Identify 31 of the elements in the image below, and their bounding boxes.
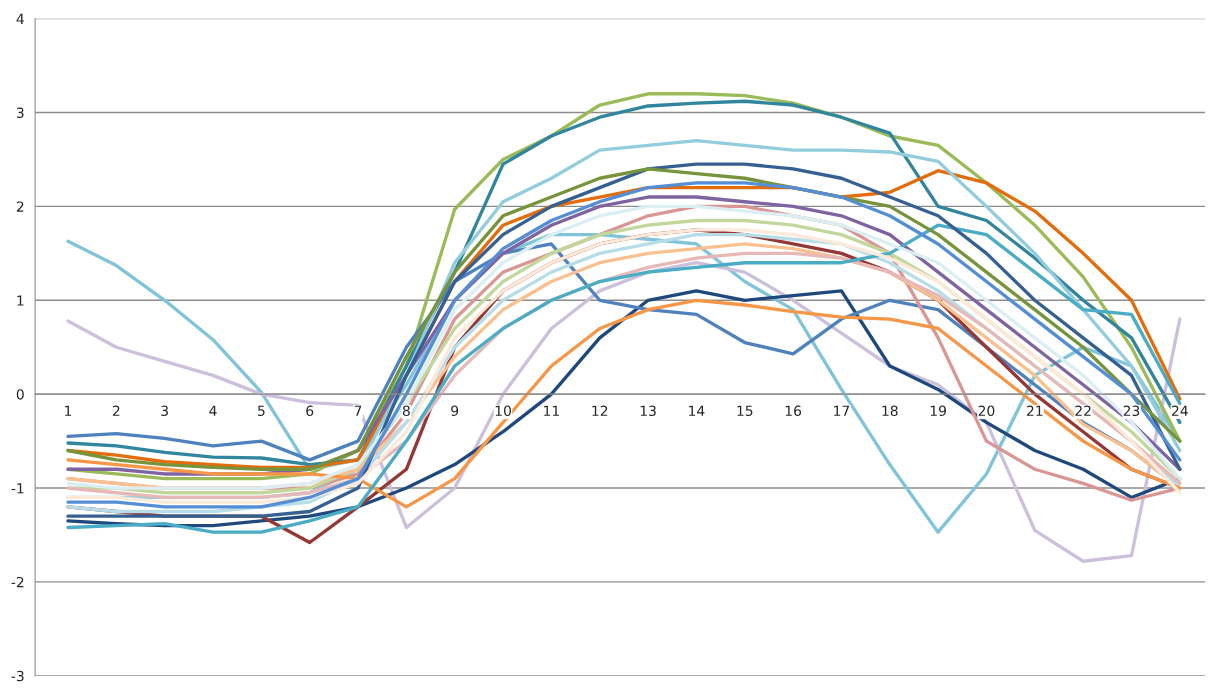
x-tick-label: 5 [258,405,265,417]
x-tick-label: 4 [209,405,217,416]
y-tick-label: -2 [11,576,24,588]
y-tick-label: 4 [16,13,24,24]
x-tick-label: 14 [689,405,705,416]
y-tick-label: 2 [16,201,24,212]
y-tick-label: -3 [11,670,24,682]
x-tick-label: 15 [737,405,753,417]
x-tick-label: 3 [161,405,168,417]
y-tick-label: -1 [11,483,24,494]
x-tick-label: 13 [640,405,656,417]
x-tick-label: 10 [495,405,511,417]
x-tick-label: 6 [306,405,314,417]
x-tick-label: 16 [785,405,802,417]
x-tick-label: 21 [1026,405,1043,416]
x-tick-label: 20 [978,405,995,417]
x-tick-label: 2 [112,405,120,416]
x-tick-label: 19 [930,405,946,417]
x-tick-label: 12 [592,405,608,416]
x-tick-label: 1 [65,405,72,416]
y-tick-label: 0 [16,389,24,400]
x-tick-label: 17 [834,405,850,416]
x-tick-label: 22 [1075,405,1091,416]
x-tick-label: 23 [1123,405,1140,417]
x-tick-label: 24 [1171,405,1188,416]
x-tick-label: 18 [882,405,898,417]
x-tick-label: 11 [544,405,559,416]
y-tick-label: 1 [17,295,24,306]
x-tick-label: 7 [354,405,362,416]
y-tick-label: 3 [16,107,24,119]
x-tick-label: 9 [451,405,459,417]
